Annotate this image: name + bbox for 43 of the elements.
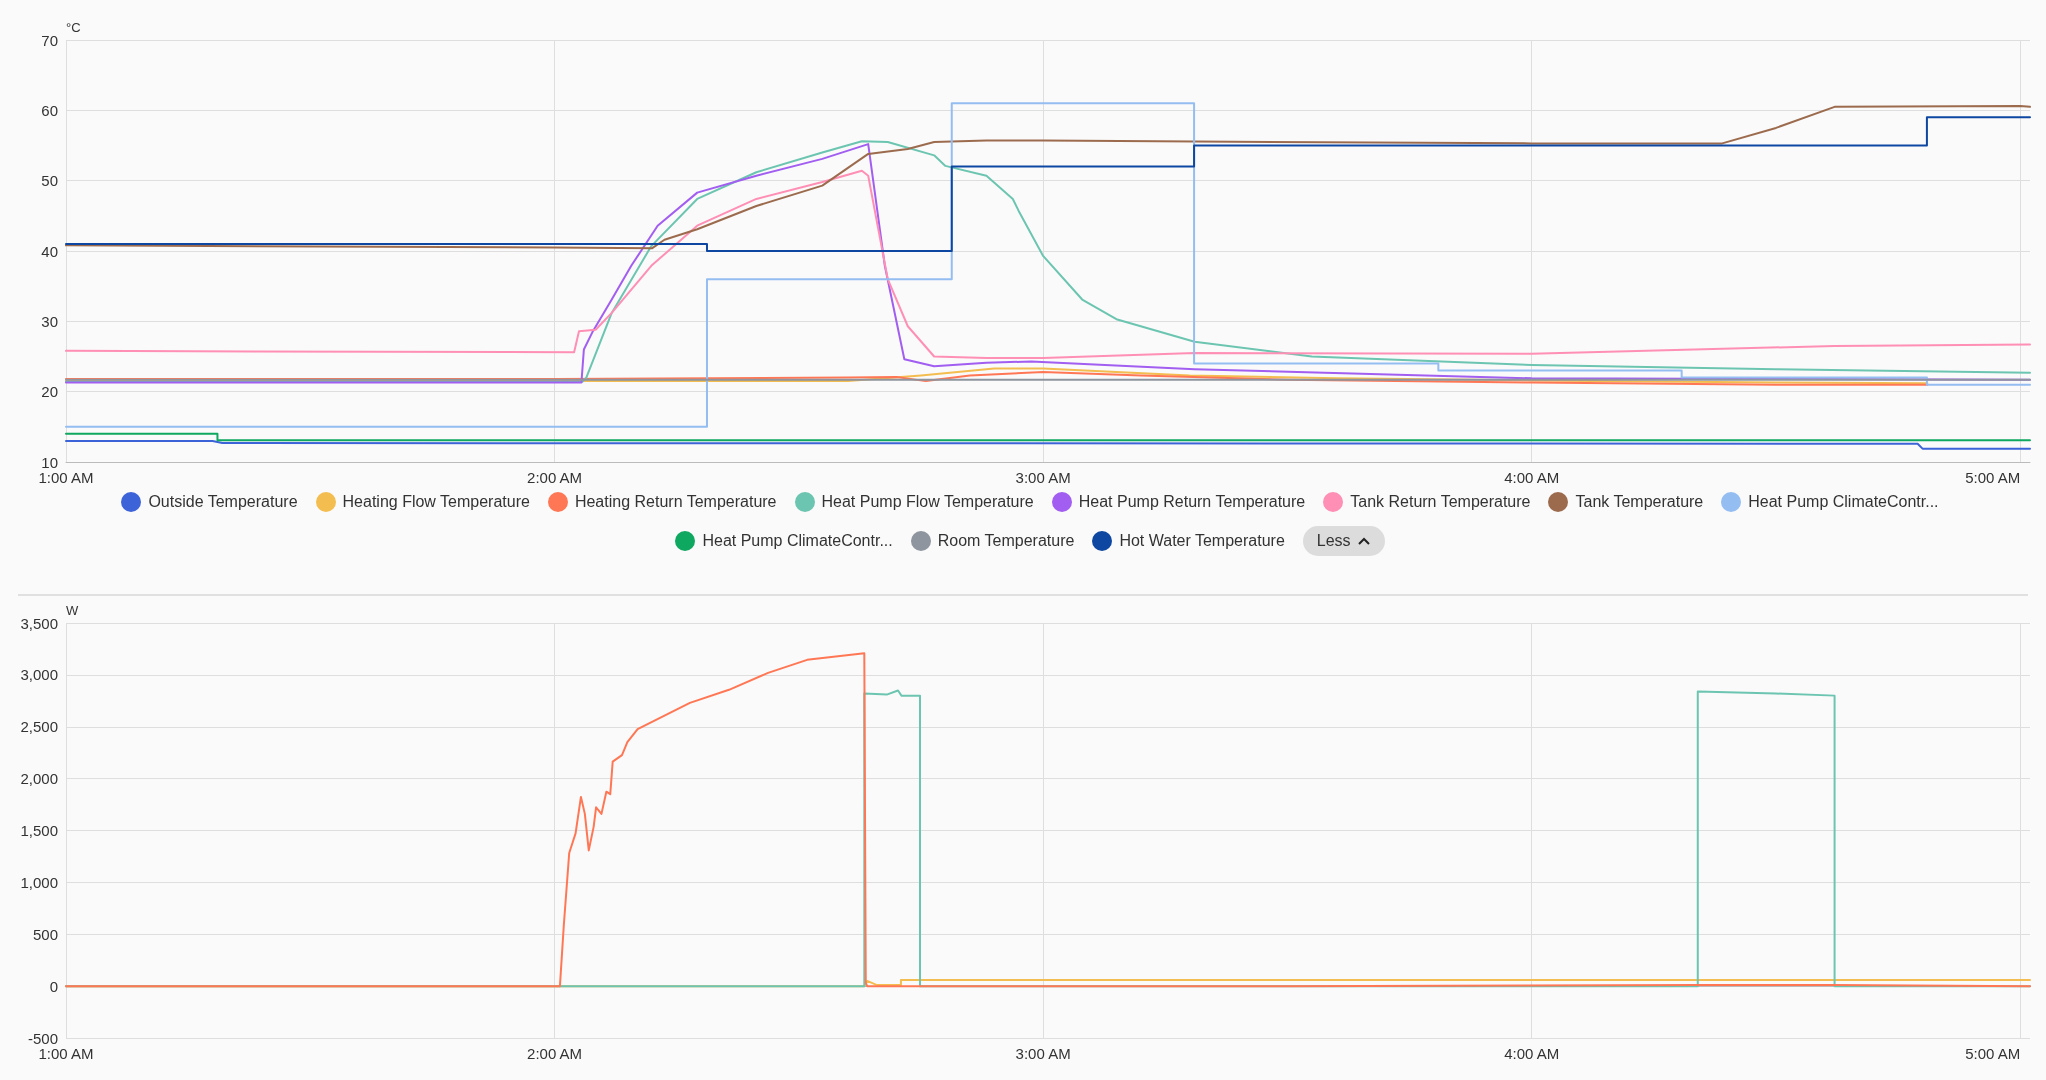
legend-label: Heating Return Temperature <box>574 493 777 511</box>
legend-label: Tank Return Temperature <box>1350 493 1531 511</box>
legend-label: Tank Temperature <box>1575 493 1704 511</box>
legend-label: Heat Pump Return Temperature <box>1078 493 1306 511</box>
x-tick-label: 3:00 AM <box>1015 469 1071 486</box>
y-tick-label: 3,500 <box>20 614 58 632</box>
x-tick-label: 3:00 AM <box>1015 1045 1071 1062</box>
x-tick-label: 5:00 AM <box>1965 469 2021 486</box>
less-button[interactable]: Less <box>1302 526 1385 556</box>
x-tick-label: 2:00 AM <box>527 469 583 486</box>
line-series <box>65 102 2031 428</box>
x-tick-label: 4:00 AM <box>1504 469 1560 486</box>
y-tick-label: 70 <box>41 31 58 49</box>
y-tick-label: 30 <box>41 312 58 330</box>
y-tick-label: 1,500 <box>20 822 58 839</box>
y-tick-label: 2,500 <box>20 718 58 736</box>
line-series <box>65 169 2031 359</box>
y-tick-label: 3,000 <box>20 666 58 684</box>
legend-label: Room Temperature <box>937 532 1075 550</box>
y-tick-label: 60 <box>41 101 58 119</box>
y-tick-label: 50 <box>41 172 58 190</box>
x-tick-label: 1:00 AM <box>38 1045 94 1062</box>
legend-label: Heat Pump ClimateContr... <box>1748 493 1939 511</box>
x-tick-label: 5:00 AM <box>1965 1045 2021 1062</box>
y-tick-label: 500 <box>32 925 58 943</box>
line-series <box>65 439 2031 450</box>
y-tick-label: 1,000 <box>20 873 58 891</box>
x-tick-label: 4:00 AM <box>1504 1045 1560 1062</box>
y-axis-title: W <box>66 603 79 618</box>
legend-label: Heating Flow Temperature <box>342 493 530 511</box>
y-tick-label: 20 <box>41 383 58 401</box>
y-tick-label: 40 <box>41 242 58 260</box>
y-tick-label: 2,000 <box>20 770 58 788</box>
x-tick-label: 2:00 AM <box>527 1045 583 1062</box>
y-tick-label: -500 <box>27 1029 58 1047</box>
legend-label: Hot Water Temperature <box>1119 532 1285 550</box>
y-tick-label: 10 <box>41 453 58 471</box>
x-tick-label: 1:00 AM <box>38 469 94 486</box>
y-tick-label: 0 <box>49 977 58 995</box>
legend-label: Heat Pump Flow Temperature <box>821 493 1034 511</box>
legend-label: Heat Pump ClimateContr... <box>702 532 893 550</box>
y-axis-title: °C <box>66 20 81 35</box>
legend-label: Outside Temperature <box>148 493 298 511</box>
